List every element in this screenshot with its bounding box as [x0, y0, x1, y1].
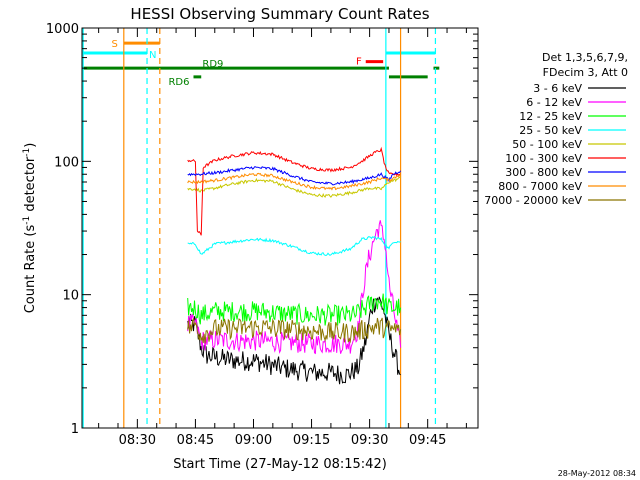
flag-label-1: N — [149, 50, 156, 61]
x-tick-label-1: 08:45 — [177, 433, 214, 448]
series-line-2 — [187, 293, 402, 326]
flag-label-0: S — [111, 39, 117, 50]
series-line-0 — [187, 296, 401, 385]
y-tick-label-0: 1 — [71, 422, 79, 437]
x-tick-label-4: 09:30 — [351, 433, 388, 448]
series-line-3 — [187, 236, 401, 257]
x-axis-label: Start Time (27-May-12 08:15:42) — [173, 457, 387, 472]
legend-entry-1: 6 - 12 keV — [526, 96, 582, 109]
chart-title: HESSI Observing Summary Count Rates — [130, 5, 429, 23]
flag-label-3: F — [356, 57, 362, 68]
series-line-6 — [187, 166, 402, 186]
legend-entry-7: 800 - 7000 keV — [498, 180, 582, 193]
series-line-4 — [187, 176, 401, 198]
vertical-lines-layer — [82, 28, 437, 428]
legend-entry-8: 7000 - 20000 keV — [484, 194, 582, 207]
legend-header-1: Det 1,3,5,6,7,9, — [542, 51, 628, 64]
x-tick-label-5: 09:45 — [409, 433, 446, 448]
y-tick-label-3: 1000 — [46, 22, 79, 37]
flag-label-6: RD6 — [168, 77, 189, 88]
y-tick-label-1: 10 — [62, 289, 79, 304]
legend-entry-3: 25 - 50 keV — [519, 124, 582, 137]
series-line-1 — [187, 220, 402, 355]
legend-entry-6: 300 - 800 keV — [505, 166, 582, 179]
flags-layer: S N F RD9 RD6 — [82, 39, 440, 88]
legend: Det 1,3,5,6,7,9, FDecim 3, Att 0 3 - 6 k… — [484, 51, 628, 207]
plot-frame — [81, 27, 479, 429]
y-ticks: 1 10 100 1000 — [46, 22, 478, 437]
flag-label-4: RD9 — [202, 59, 223, 70]
footer-timestamp: 28-May-2012 08:34 — [558, 469, 636, 478]
legend-entry-4: 50 - 100 keV — [512, 138, 582, 151]
y-axis-label: Count Rate (s-1 detector-1) — [22, 143, 38, 314]
series-layer — [187, 146, 402, 385]
legend-entry-2: 12 - 25 keV — [519, 110, 582, 123]
series-line-7 — [187, 172, 402, 191]
x-tick-label-3: 09:15 — [293, 433, 330, 448]
x-tick-label-2: 09:00 — [235, 433, 272, 448]
y-tick-label-2: 100 — [54, 155, 79, 170]
x-tick-label-0: 08:30 — [119, 433, 156, 448]
series-line-5 — [187, 146, 401, 236]
x-ticks: 08:30 08:45 09:00 09:15 09:30 09:45 — [98, 28, 467, 448]
series-line-8 — [187, 317, 402, 344]
legend-entry-0: 3 - 6 keV — [533, 82, 582, 95]
legend-header-2: FDecim 3, Att 0 — [543, 66, 628, 79]
legend-entry-5: 100 - 300 keV — [505, 152, 582, 165]
